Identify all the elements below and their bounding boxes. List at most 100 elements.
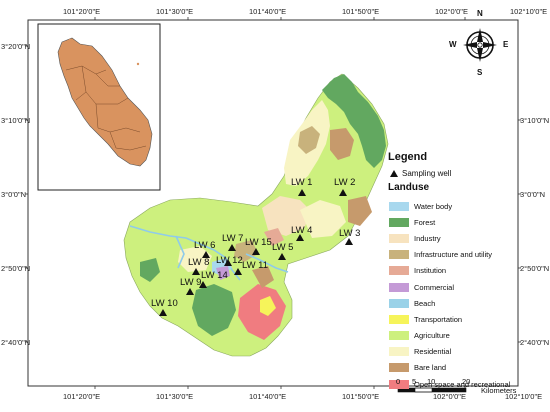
left-tick-label: 2°40'0"N bbox=[1, 338, 31, 347]
legend-item-label: Agriculture bbox=[414, 331, 450, 341]
legend-swatch bbox=[389, 347, 409, 357]
bottom-tick-label: 101°20'0"E bbox=[63, 392, 101, 401]
legend-swatch bbox=[389, 266, 409, 276]
legend-item: Forest bbox=[389, 214, 510, 230]
well-lw6 bbox=[202, 251, 210, 258]
legend-item-label: Water body bbox=[414, 201, 453, 211]
legend-item: Industry bbox=[389, 230, 510, 246]
legend-item-label: Infrastructure and utility bbox=[414, 250, 492, 260]
legend-item: Institution bbox=[389, 263, 510, 279]
bareland-east bbox=[348, 196, 372, 226]
well-label-lw14: LW 14 bbox=[201, 270, 228, 281]
transportation-patch bbox=[260, 296, 276, 316]
well-label-lw9: LW 9 bbox=[180, 277, 202, 288]
compass-s-label: S bbox=[477, 68, 483, 77]
legend-swatch bbox=[389, 314, 409, 324]
top-tick-label: 102°10'0"E bbox=[510, 7, 548, 16]
well-label-lw1: LW 1 bbox=[291, 177, 313, 188]
legend-item-label: Industry bbox=[414, 233, 441, 243]
legend-well-label: Sampling well bbox=[402, 169, 452, 178]
legend-swatch bbox=[389, 201, 409, 211]
legend-swatch bbox=[389, 363, 409, 373]
scale-unit: Kilometers bbox=[481, 386, 517, 395]
top-tick-label: 101°30'0"E bbox=[156, 7, 194, 16]
scale-tick-label: 20 bbox=[462, 377, 471, 386]
forest-northeast bbox=[322, 74, 386, 168]
legend-item: Agriculture bbox=[389, 328, 510, 344]
well-lw7 bbox=[228, 244, 236, 251]
legend-item-label: Commercial bbox=[414, 282, 455, 292]
legend-item-label: Beach bbox=[414, 298, 436, 308]
well-label-lw6: LW 6 bbox=[194, 240, 216, 251]
state-borders bbox=[65, 65, 147, 151]
well-lw11 bbox=[234, 268, 242, 275]
well-lw2 bbox=[339, 189, 347, 196]
well-label-lw11: LW 11 bbox=[242, 260, 269, 271]
sampling-wells bbox=[159, 189, 353, 316]
well-label-lw3: LW 3 bbox=[339, 228, 361, 239]
industry-central bbox=[262, 196, 312, 236]
compass-w-label: W bbox=[449, 40, 457, 49]
right-tick-label: 3°10'0"N bbox=[520, 116, 550, 125]
top-tick-label: 101°40'0"E bbox=[249, 7, 287, 16]
legend-swatch bbox=[389, 233, 409, 243]
top-tick-label: 101°20'0"E bbox=[63, 7, 101, 16]
well-lw9 bbox=[186, 288, 194, 295]
scale-tick-label: 10 bbox=[427, 377, 436, 386]
infrastructure-north bbox=[298, 126, 320, 154]
compass-e-label: E bbox=[503, 40, 509, 49]
scale-ticks: 0 5 10 20 bbox=[394, 377, 534, 387]
left-tick-label: 3°0'0"N bbox=[1, 190, 27, 199]
bareland-south bbox=[252, 266, 274, 288]
bottom-tick-label: 101°50'0"E bbox=[342, 392, 380, 401]
right-tick-label: 3°0'0"N bbox=[520, 190, 546, 199]
well-label-lw7: LW 7 bbox=[222, 233, 244, 244]
north-arrow-icon bbox=[463, 28, 497, 62]
legend-swatch bbox=[389, 282, 409, 292]
right-tick-label: 2°50'0"N bbox=[520, 264, 550, 273]
right-tick-label: 2°40'0"N bbox=[520, 338, 550, 347]
legend-item-label: Institution bbox=[414, 266, 447, 276]
legend-item-label: Residential bbox=[414, 347, 452, 357]
legend-item: Commercial bbox=[389, 279, 510, 295]
legend-item: Transportation bbox=[389, 311, 510, 327]
left-tick-label: 3°20'0"N bbox=[1, 42, 31, 51]
rivers bbox=[129, 225, 289, 281]
legend-item-label: Forest bbox=[414, 217, 436, 227]
top-tick-label: 102°0'0"E bbox=[435, 7, 468, 16]
well-lw3 bbox=[345, 238, 353, 245]
scale-tick-label: 5 bbox=[412, 377, 417, 386]
well-lw15 bbox=[252, 248, 260, 255]
scale-bar bbox=[397, 387, 467, 393]
well-label-lw4: LW 4 bbox=[291, 225, 313, 236]
legend-item: Water body bbox=[389, 198, 510, 214]
bottom-tick-label: 101°40'0"E bbox=[249, 392, 287, 401]
commercial-patch bbox=[216, 266, 230, 280]
inset-map bbox=[37, 23, 161, 191]
well-lw4 bbox=[296, 234, 304, 241]
legend-swatch bbox=[389, 379, 409, 389]
legend-item: Open space and recreational bbox=[389, 376, 510, 392]
legend-swatch bbox=[389, 217, 409, 227]
legend-item-label: Transportation bbox=[414, 314, 463, 324]
residential-west bbox=[178, 246, 212, 272]
compass-n-label: N bbox=[477, 9, 483, 18]
top-tick-label: 101°50'0"E bbox=[342, 7, 380, 16]
legend-item: Beach bbox=[389, 295, 510, 311]
well-lw14 bbox=[199, 281, 207, 288]
triangle-icon bbox=[390, 170, 398, 177]
legend-well-entry: Sampling well bbox=[390, 169, 451, 178]
bottom-tick-label: 101°30'0"E bbox=[156, 392, 194, 401]
legend-title: Legend bbox=[388, 151, 428, 163]
well-label-lw15: LW 15 bbox=[245, 237, 272, 248]
map-frame bbox=[27, 19, 519, 387]
well-label-lw2: LW 2 bbox=[334, 177, 356, 188]
landuse-title: Landuse bbox=[388, 182, 430, 193]
legend-item: Bare land bbox=[389, 360, 510, 376]
legend-items: Water body Forest Industry Infrastructure a… bbox=[389, 198, 510, 392]
well-label-lw8: LW 8 bbox=[188, 257, 210, 268]
legend-swatch bbox=[389, 298, 409, 308]
bareland-north bbox=[330, 128, 354, 160]
institution-patch bbox=[264, 228, 284, 246]
